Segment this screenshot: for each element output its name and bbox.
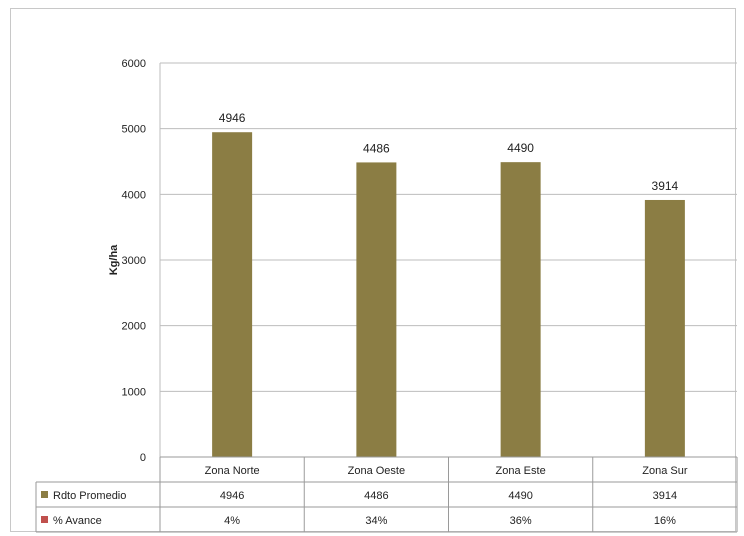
legend-entry: % Avance [53,515,102,527]
y-tick-label: 6000 [122,58,146,70]
y-tick-label: 3000 [122,255,146,267]
x-tick-label: Zona Oeste [348,465,405,477]
table-cell: 4490 [508,490,532,502]
table-cell: 3914 [653,490,677,502]
table-cell: 4% [224,515,240,527]
bar-data-label: 4490 [507,141,534,155]
data-table: Zona Norte Zona Oeste Zona Este Zona Sur Rdt… [35,456,738,533]
table-cell: 34% [365,515,387,527]
y-tick-label: 4000 [122,189,146,201]
x-tick-label: Zona Este [496,465,546,477]
bar-data-label: 3914 [652,179,679,193]
y-axis-label: Kg/ha [108,244,120,275]
x-tick-label: Zona Norte [205,465,260,477]
table-cell: 4946 [220,490,244,502]
table-cell: 4486 [364,490,388,502]
table-cell: 16% [654,515,676,527]
bars [212,132,685,458]
data-labels: 4946 4486 4490 3914 [219,111,679,193]
bar [500,162,541,457]
bar [644,199,685,458]
y-tick-label: 2000 [122,321,146,333]
x-tick-label: Zona Sur [642,465,688,477]
table-cell: 36% [510,515,532,527]
y-tick-label: 5000 [122,124,146,136]
bar [356,162,397,458]
bar-data-label: 4946 [219,111,246,125]
y-tick-label: 0 [140,452,146,464]
legend-entry: Rdto Promedio [53,490,126,502]
y-axis-ticks: 0 1000 2000 3000 4000 5000 6000 [122,58,146,464]
legend-swatch [41,516,48,523]
legend-swatch [41,491,48,498]
bar-data-label: 4486 [363,141,390,155]
y-tick-label: 1000 [122,386,146,398]
bar [212,132,253,458]
